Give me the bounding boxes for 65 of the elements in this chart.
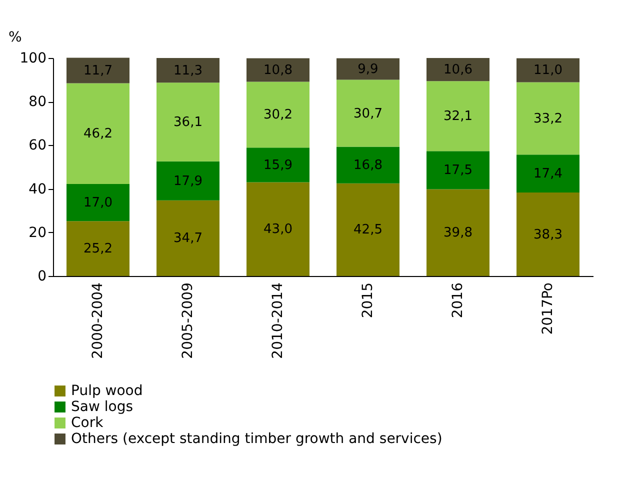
y-tick-label: 40	[28, 181, 46, 198]
data-label: 16,8	[354, 158, 382, 174]
bar	[426, 151, 490, 190]
data-label: 17,5	[444, 163, 472, 178]
x-tick-label: 2017Po	[540, 282, 556, 335]
data-label: 30,7	[354, 106, 382, 122]
x-tick-label: 2016	[450, 282, 466, 318]
data-label: 32,1	[444, 109, 472, 124]
y-tick-label: 100	[20, 50, 46, 66]
data-label: 46,2	[84, 126, 112, 142]
data-label: 11,0	[534, 63, 562, 78]
x-tick-label: 2015	[360, 282, 376, 318]
bar	[336, 183, 400, 276]
y-axis-title: %	[8, 30, 22, 46]
data-label: 11,7	[84, 64, 112, 79]
legend-label: Cork	[71, 415, 104, 431]
data-label: 38,3	[534, 227, 562, 242]
data-label: 36,1	[174, 114, 202, 130]
data-label: 9,9	[358, 62, 378, 78]
bar	[156, 161, 220, 200]
legend-label: Others (except standing timber growth and services)	[71, 431, 442, 447]
y-tick-label: 80	[28, 94, 46, 110]
bar	[66, 83, 130, 184]
x-tick-label: 2005-2009	[180, 282, 196, 359]
bar	[336, 80, 400, 147]
data-label: 33,2	[534, 111, 562, 126]
bar	[516, 82, 580, 155]
data-label: 30,2	[264, 108, 292, 123]
bar	[246, 82, 310, 148]
x-tick-label: 2000-2004	[90, 282, 106, 359]
bar	[516, 58, 580, 82]
data-label: 17,9	[174, 174, 202, 189]
data-label: 10,8	[264, 62, 292, 78]
bar	[336, 58, 400, 80]
data-label: 25,2	[84, 242, 112, 257]
bar	[66, 221, 130, 276]
bar	[156, 200, 220, 276]
bar	[66, 58, 130, 84]
data-label: 10,6	[444, 62, 472, 78]
x-tick-label: 2010-2014	[270, 282, 286, 359]
data-label: 34,7	[174, 231, 202, 246]
bar	[66, 184, 130, 222]
bar	[336, 146, 400, 184]
bar	[426, 58, 490, 82]
data-label: 17,0	[84, 196, 112, 211]
data-label: 15,9	[264, 158, 292, 173]
data-label: 17,4	[534, 166, 562, 182]
data-label: 39,8	[444, 226, 472, 241]
bar	[426, 189, 490, 276]
y-tick-label: 0	[38, 268, 46, 284]
bar	[246, 182, 310, 276]
y-tick-label: 60	[28, 138, 46, 154]
data-label: 43,0	[264, 222, 292, 238]
bar	[156, 58, 220, 83]
bar	[516, 154, 580, 193]
bar	[246, 58, 310, 82]
y-tick-label: 20	[28, 224, 46, 241]
bar	[426, 81, 490, 152]
data-label: 11,3	[174, 63, 202, 78]
legend-label: Saw logs	[71, 399, 134, 415]
bar	[516, 192, 580, 276]
bar	[156, 82, 220, 162]
legend-label: Pulp wood	[71, 383, 143, 399]
data-label: 42,5	[354, 222, 382, 238]
bar	[246, 148, 310, 182]
